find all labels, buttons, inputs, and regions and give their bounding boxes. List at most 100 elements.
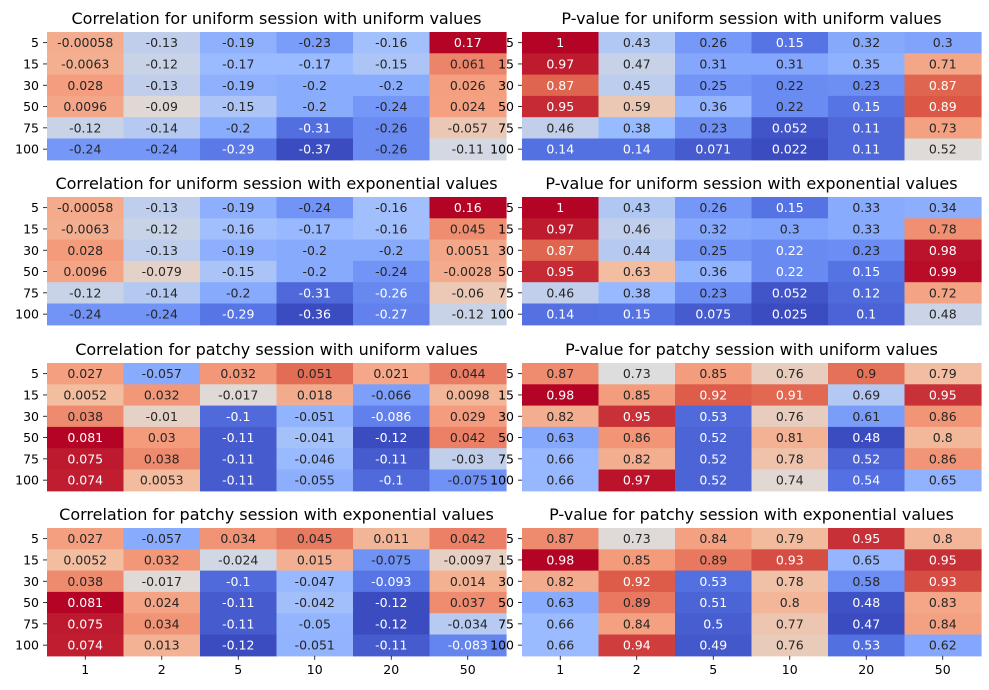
heatmap-cell	[828, 197, 906, 219]
heatmap-cell	[429, 117, 507, 140]
heatmap-cell	[276, 95, 354, 118]
cell-value-label: -0.05	[299, 616, 331, 631]
heatmap-cell	[200, 138, 278, 161]
cell-value-label: 0.98	[546, 387, 574, 402]
cell-value-label: 0.46	[623, 221, 651, 236]
cell-value-label: 0.074	[67, 638, 103, 653]
heatmap-cell	[123, 363, 201, 385]
y-tick-label: 75	[23, 120, 39, 135]
cell-value-label: 0.022	[772, 142, 808, 157]
cell-value-label: -0.24	[69, 142, 101, 157]
heatmap-cell	[429, 363, 507, 385]
heatmap-panel: P-value for patchy session with exponent…	[490, 505, 982, 677]
y-tick-label: 15	[498, 56, 514, 71]
cell-value-label: -0.14	[146, 120, 178, 135]
heatmap-cell	[47, 634, 125, 657]
y-tick-label: 75	[23, 616, 39, 631]
cell-value-label: 0.73	[929, 120, 957, 135]
heatmap-cell	[522, 282, 600, 305]
y-tick-label: 5	[31, 200, 39, 215]
heatmap-cell	[522, 634, 600, 657]
cell-value-label: 0.58	[852, 574, 880, 589]
cell-value-label: 0.46	[546, 285, 574, 300]
heatmap-cell	[904, 260, 982, 283]
cell-value-label: 0.024	[144, 595, 180, 610]
panel-title: Correlation for patchy session with expo…	[59, 505, 494, 524]
heatmap-cell	[828, 528, 906, 550]
cell-value-label: -0.2	[226, 120, 250, 135]
cell-value-label: 0.3	[780, 221, 800, 236]
x-tick-label: 10	[782, 662, 798, 677]
heatmap-cell	[276, 384, 354, 407]
heatmap-cell	[200, 570, 278, 593]
cell-value-label: -0.00058	[57, 200, 113, 215]
cell-value-label: -0.0097	[444, 552, 492, 567]
cell-value-label: 0.042	[450, 531, 486, 546]
heatmap-cell	[828, 549, 906, 572]
heatmap-cell	[675, 303, 753, 326]
cell-value-label: 0.78	[776, 574, 804, 589]
cell-value-label: 0.84	[623, 616, 651, 631]
cell-value-label: -0.075	[448, 473, 488, 488]
x-tick-label: 10	[307, 662, 323, 677]
heatmap-cell	[353, 218, 431, 241]
heatmap-cell	[751, 591, 829, 614]
heatmap-cell	[675, 591, 753, 614]
cell-value-label: 0.66	[546, 473, 574, 488]
y-tick-label: 15	[498, 552, 514, 567]
heatmap-cell	[429, 138, 507, 161]
cell-value-label: 0.013	[144, 638, 180, 653]
heatmap-cell	[751, 260, 829, 283]
heatmap-cell	[904, 384, 982, 407]
cell-value-label: 0.71	[929, 56, 957, 71]
heatmap-cell	[47, 363, 125, 385]
cell-value-label: 0.98	[929, 243, 957, 258]
cell-value-label: -0.24	[146, 307, 178, 322]
heatmap-cell	[47, 384, 125, 407]
heatmap-cell	[353, 426, 431, 449]
heatmap-cell	[429, 549, 507, 572]
cell-value-label: 0.032	[144, 552, 180, 567]
heatmap-cell	[353, 239, 431, 262]
heatmap-cell	[675, 282, 753, 305]
heatmap-cell	[47, 53, 125, 76]
heatmap-cell	[353, 53, 431, 76]
cell-value-label: 0.78	[929, 221, 957, 236]
heatmap-cell	[276, 613, 354, 636]
y-tick-label: 100	[490, 307, 514, 322]
cell-value-label: 0.081	[67, 595, 103, 610]
heatmap-cell	[429, 239, 507, 262]
heatmap-cell	[675, 363, 753, 385]
cell-value-label: 0.0096	[63, 99, 107, 114]
heatmap-cell	[904, 426, 982, 449]
cell-value-label: 0.47	[623, 56, 651, 71]
cell-value-label: 0.82	[546, 574, 574, 589]
y-tick-label: 5	[506, 35, 514, 50]
panel-title: P-value for patchy session with uniform …	[565, 340, 938, 359]
heatmap-cell	[429, 218, 507, 241]
cell-value-label: -0.19	[222, 243, 254, 258]
heatmap-cell	[598, 303, 676, 326]
cell-value-label: 0.018	[297, 387, 333, 402]
cell-value-label: 0.034	[144, 616, 180, 631]
heatmap-cell	[200, 282, 278, 305]
cell-value-label: 0.59	[623, 99, 651, 114]
y-tick-label: 30	[498, 574, 514, 589]
heatmap-cell	[429, 384, 507, 407]
heatmap-cell	[904, 117, 982, 140]
heatmap-cell	[123, 260, 201, 283]
heatmap-cell	[828, 613, 906, 636]
cell-value-label: -0.17	[222, 56, 254, 71]
cell-value-label: 0.16	[454, 200, 482, 215]
cell-value-label: 0.52	[929, 142, 957, 157]
cell-value-label: -0.13	[146, 243, 178, 258]
y-tick-label: 15	[498, 387, 514, 402]
heatmap-cell	[751, 405, 829, 428]
cell-value-label: 0.73	[623, 531, 651, 546]
cell-value-label: 0.034	[220, 531, 256, 546]
cell-value-label: 0.3	[933, 35, 953, 50]
heatmap-cell	[598, 363, 676, 385]
heatmap-cell	[904, 53, 982, 76]
heatmap-cell	[200, 469, 278, 492]
